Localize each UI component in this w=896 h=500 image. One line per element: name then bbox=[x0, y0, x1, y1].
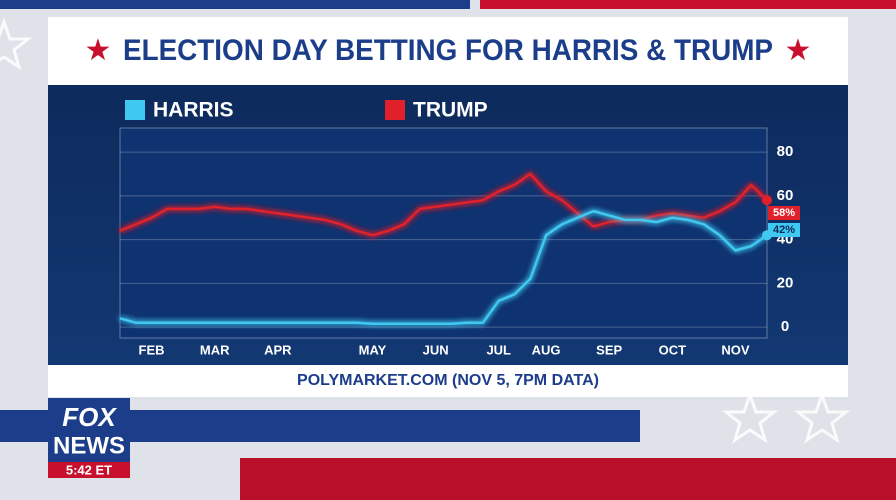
stripe bbox=[240, 458, 896, 500]
x-tick-label: JUL bbox=[486, 342, 511, 357]
value-label-box bbox=[768, 223, 800, 237]
title-panel bbox=[48, 17, 848, 85]
y-tick-label: 60 bbox=[777, 187, 794, 204]
x-tick-label: FEB bbox=[139, 342, 165, 357]
series-line bbox=[119, 172, 768, 237]
x-tick-label: MAR bbox=[200, 342, 230, 357]
star-icon: ★ bbox=[785, 34, 812, 67]
y-tick-label: 20 bbox=[777, 274, 794, 291]
plot-area bbox=[119, 127, 768, 339]
logo-text: NEWS bbox=[53, 432, 125, 459]
legend-swatch bbox=[385, 100, 405, 120]
source-panel bbox=[48, 365, 848, 397]
time: 5:42 ET bbox=[66, 462, 112, 477]
y-tick-label: 80 bbox=[777, 143, 794, 160]
legend-label: HARRIS bbox=[153, 99, 234, 122]
x-tick-label: AUG bbox=[532, 342, 561, 357]
x-tick-label: OCT bbox=[659, 342, 687, 357]
x-tick-label: NOV bbox=[721, 342, 750, 357]
value-label-box bbox=[768, 206, 800, 220]
series-line bbox=[119, 209, 768, 326]
value-label: 42% bbox=[773, 224, 795, 236]
value-label: 58% bbox=[773, 207, 795, 219]
y-tick-label: 0 bbox=[781, 318, 789, 335]
x-tick-label: JUN bbox=[423, 342, 449, 357]
stripe bbox=[480, 0, 896, 9]
logo-text: FOX bbox=[62, 402, 117, 432]
stripe bbox=[0, 0, 470, 9]
star-icon: ★ bbox=[85, 34, 112, 67]
end-point bbox=[762, 195, 772, 206]
legend-swatch bbox=[125, 100, 145, 120]
stars bbox=[0, 17, 851, 444]
legend-label: TRUMP bbox=[413, 99, 488, 122]
x-tick-label: APR bbox=[264, 342, 292, 357]
x-tick-label: MAY bbox=[359, 342, 387, 357]
source: POLYMARKET.COM (NOV 5, 7PM DATA) bbox=[297, 372, 599, 389]
time-box bbox=[48, 462, 130, 478]
x-tick-label: SEP bbox=[596, 342, 622, 357]
chart-title: ELECTION DAY BETTING FOR HARRIS & TRUMP bbox=[123, 34, 773, 67]
